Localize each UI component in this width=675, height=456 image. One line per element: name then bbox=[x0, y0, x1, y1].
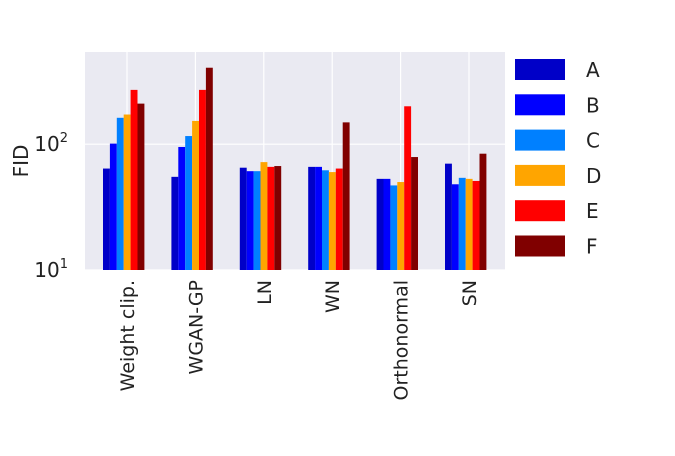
x-axis-ticks: Weight clip. WGAN-GP LN WN Orthonormal SN bbox=[117, 280, 481, 400]
bar-D-3 bbox=[328, 172, 336, 270]
y-tick-label: 102 bbox=[34, 131, 68, 156]
bar-F-3 bbox=[342, 122, 350, 271]
bar-E-5 bbox=[472, 180, 480, 270]
bar-E-2 bbox=[267, 166, 275, 270]
legend-swatch-F bbox=[515, 235, 565, 257]
bar-C-4 bbox=[390, 185, 398, 270]
bar-B-2 bbox=[246, 171, 254, 270]
bar-D-4 bbox=[397, 182, 405, 270]
bar-F-4 bbox=[411, 157, 418, 270]
bar-A-2 bbox=[239, 167, 247, 270]
bar-C-5 bbox=[458, 177, 466, 270]
bar-E-0 bbox=[130, 89, 138, 270]
bar-A-4 bbox=[376, 178, 384, 270]
plot-background bbox=[85, 52, 505, 270]
x-tick-label: LN bbox=[254, 280, 276, 305]
legend-label-B: B bbox=[586, 93, 600, 117]
bar-B-3 bbox=[315, 166, 322, 270]
bar-C-2 bbox=[253, 171, 261, 270]
legend-label-A: A bbox=[586, 58, 600, 82]
legend-label-D: D bbox=[586, 164, 601, 188]
bar-F-1 bbox=[205, 67, 213, 270]
bar-E-3 bbox=[335, 168, 343, 270]
legend-swatch-E bbox=[515, 200, 565, 222]
bar-A-0 bbox=[103, 168, 110, 270]
legend-swatch-D bbox=[515, 164, 565, 186]
bar-A-5 bbox=[445, 163, 452, 270]
bar-B-4 bbox=[383, 178, 391, 270]
x-tick-label: SN bbox=[459, 280, 481, 306]
bar-C-1 bbox=[185, 136, 193, 270]
y-axis-label: FID bbox=[9, 145, 33, 178]
bar-E-1 bbox=[199, 89, 206, 270]
y-axis-ticks: 101 102 bbox=[34, 131, 68, 282]
bar-B-5 bbox=[451, 184, 459, 270]
legend-label-C: C bbox=[586, 129, 600, 153]
x-tick-label: WGAN-GP bbox=[185, 280, 207, 374]
x-tick-label: WN bbox=[322, 280, 344, 313]
x-tick-label: Orthonormal bbox=[391, 280, 413, 400]
bar-F-5 bbox=[479, 153, 487, 270]
bar-B-0 bbox=[109, 143, 117, 270]
bar-B-1 bbox=[178, 146, 186, 270]
bar-C-0 bbox=[116, 117, 124, 270]
gridlines bbox=[85, 52, 505, 271]
bar-D-2 bbox=[260, 162, 268, 270]
bar-F-0 bbox=[137, 103, 145, 271]
x-tick-label: Weight clip. bbox=[117, 280, 139, 391]
legend-label-E: E bbox=[586, 199, 599, 223]
bar-A-3 bbox=[308, 166, 316, 270]
bar-E-4 bbox=[404, 106, 412, 271]
legend-label-F: F bbox=[586, 235, 598, 259]
bar-D-0 bbox=[123, 114, 131, 270]
bars bbox=[103, 67, 487, 271]
bar-D-1 bbox=[192, 120, 199, 270]
bar-D-5 bbox=[465, 178, 473, 270]
legend-swatch-B bbox=[515, 94, 565, 116]
bar-F-2 bbox=[274, 166, 282, 270]
bar-A-1 bbox=[171, 176, 179, 270]
bar-C-3 bbox=[322, 170, 329, 270]
legend-swatch-A bbox=[515, 59, 565, 80]
legend-swatch-C bbox=[515, 129, 565, 151]
y-tick-label: 101 bbox=[34, 257, 68, 282]
